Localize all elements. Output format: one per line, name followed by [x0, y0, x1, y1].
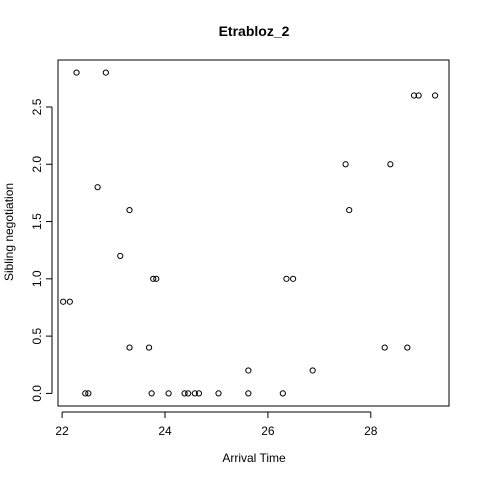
data-point [148, 390, 155, 397]
y-tick-label: 2.0 [30, 156, 44, 173]
data-points [60, 69, 439, 397]
plot-frame [57, 59, 450, 407]
data-point [410, 92, 418, 99]
data-point [191, 390, 198, 397]
data-point [215, 390, 222, 397]
y-axis-label: Sibling negotiation [2, 183, 16, 281]
data-point [66, 298, 73, 305]
data-point [145, 344, 153, 351]
data-point [165, 390, 172, 397]
data-point [346, 206, 353, 214]
y-tick-label: 1.0 [30, 270, 44, 287]
data-point [342, 161, 349, 168]
data-point [153, 275, 160, 282]
x-tick-label: 28 [364, 424, 378, 438]
y-tick-label: 1.5 [30, 213, 44, 230]
data-point [102, 69, 109, 76]
data-point [60, 298, 67, 305]
data-point [245, 367, 252, 374]
data-point [387, 161, 394, 168]
data-point [245, 390, 252, 397]
x-tick-label: 26 [261, 424, 275, 438]
data-point [126, 344, 133, 351]
data-point [94, 184, 101, 191]
chart-title: Etrabloz_2 [219, 23, 290, 39]
data-point [82, 390, 89, 397]
data-point [195, 390, 203, 397]
x-axis-label: Arrival Time [222, 451, 286, 465]
data-point [181, 390, 188, 397]
y-tick-label: 0.5 [30, 327, 44, 344]
data-point [283, 275, 290, 282]
data-point [432, 92, 439, 99]
data-point [150, 275, 157, 282]
y-tick-label: 2.5 [30, 98, 44, 115]
data-point [117, 252, 124, 260]
x-tick-label: 24 [158, 424, 172, 438]
data-point [73, 69, 80, 76]
data-point [381, 344, 388, 351]
x-tick-label: 22 [55, 424, 69, 438]
y-tick-label: 0.0 [30, 385, 44, 402]
y-axis: 0.0 0.5 1.0 1.5 2.0 2.5 [30, 98, 53, 402]
data-point [404, 344, 411, 351]
data-point [290, 275, 297, 282]
data-point [415, 92, 422, 99]
data-point [185, 390, 192, 397]
data-point [85, 390, 92, 397]
data-point [309, 367, 316, 374]
data-point [126, 206, 133, 214]
x-axis: 22 24 26 28 [55, 411, 378, 438]
data-point [279, 390, 286, 397]
